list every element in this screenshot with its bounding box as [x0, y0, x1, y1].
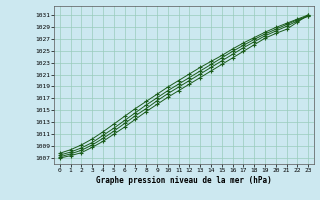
- X-axis label: Graphe pression niveau de la mer (hPa): Graphe pression niveau de la mer (hPa): [96, 176, 272, 185]
